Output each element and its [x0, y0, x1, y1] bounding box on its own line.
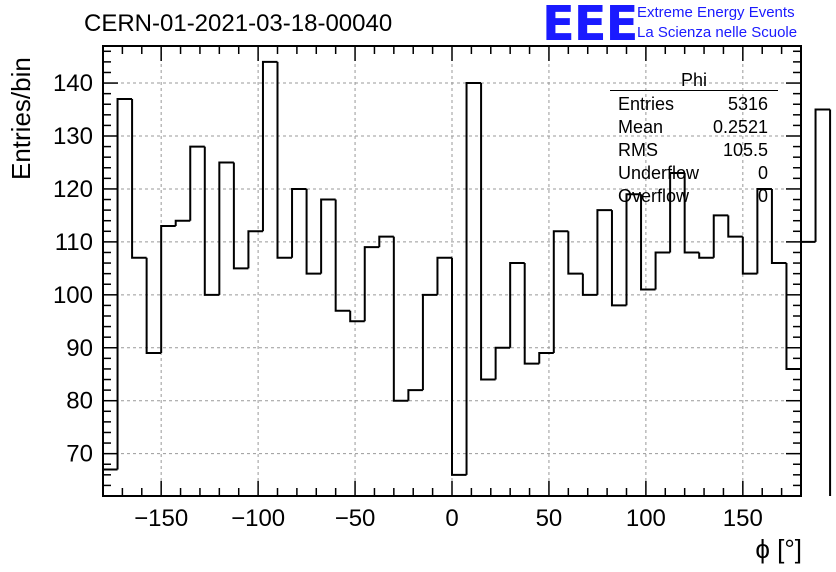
x-tick-label: −100 [231, 505, 285, 532]
y-tick-label: 90 [66, 335, 93, 362]
histogram-bin [160, 225, 176, 354]
histogram-bin [131, 98, 147, 259]
histogram-bin [494, 346, 511, 380]
histogram-bin [232, 162, 249, 270]
histogram-bin [203, 146, 220, 296]
stats-value: 105.5 [722, 140, 768, 160]
histogram-bin [509, 262, 525, 348]
histogram-bin [640, 194, 656, 291]
y-tick-label: 140 [53, 70, 93, 97]
x-axis-label: ϕ [°] [755, 534, 802, 564]
x-tick-label: 100 [626, 505, 666, 532]
stats-row-mean: Mean 0.2521 [610, 116, 778, 139]
histogram-bin [189, 145, 205, 221]
histogram-bin [581, 273, 598, 296]
x-tick-label: 50 [536, 505, 563, 532]
histogram-bin [552, 230, 569, 354]
y-tick-label: 110 [55, 229, 93, 256]
histogram-bin [407, 389, 423, 401]
x-tick-label: −150 [134, 505, 188, 532]
stats-label: Entries [618, 94, 675, 114]
histogram-bin [451, 257, 467, 476]
histogram-bin [698, 252, 714, 259]
eee-logo: EEE [542, 0, 638, 52]
histogram-bin [218, 161, 234, 295]
stats-row-entries: Entries 5316 [610, 93, 778, 116]
histogram-bin [625, 193, 642, 306]
histogram-bin [741, 236, 758, 275]
histogram-bin [770, 188, 787, 265]
stats-row-rms: RMS 105.5 [610, 139, 778, 162]
x-tick-label: −50 [335, 505, 376, 532]
axis-ticks [102, 46, 802, 496]
histogram-bin [727, 215, 743, 238]
histogram-bin [378, 235, 394, 248]
histogram-bin [421, 293, 438, 391]
stats-value: 0 [757, 163, 768, 183]
histogram-bin [712, 214, 729, 258]
logo-subtitle-1: Extreme Energy Events [637, 4, 795, 21]
y-tick-label: 80 [66, 388, 93, 415]
histogram-bin [800, 240, 816, 369]
histogram-bin [567, 231, 583, 275]
histogram-bin [363, 246, 380, 322]
stats-label: Underflow [618, 163, 700, 183]
y-tick-label: 130 [53, 123, 93, 150]
histogram-bin [320, 198, 336, 274]
histogram-bin [480, 83, 496, 381]
tick-labels: −150 −100 −50 0 50 100 150 70 80 90 100 110 120 130 14… [53, 70, 763, 532]
histogram-bin [465, 82, 482, 475]
histogram-bin [305, 188, 322, 275]
histogram-bin [683, 173, 700, 254]
histogram-bin [116, 97, 133, 470]
histogram-bin [538, 352, 554, 364]
histogram-bin [669, 172, 685, 253]
stats-label: Mean [618, 117, 664, 137]
y-tick-label: 100 [53, 282, 93, 309]
x-tick-label: 0 [445, 505, 458, 532]
stats-row-overflow: Overflow 0 [610, 185, 778, 208]
stats-row-underflow: Underflow 0 [610, 162, 778, 185]
histogram-bin [596, 209, 612, 295]
stats-value: 0 [757, 186, 768, 206]
histogram-bin [102, 468, 118, 496]
histogram-bin [610, 210, 627, 307]
histogram-bin [436, 256, 452, 295]
stats-label: Overflow [618, 186, 690, 206]
histogram-bin [261, 60, 278, 232]
y-axis-label: Entries/bin [6, 57, 36, 180]
histogram-bin [349, 310, 365, 323]
stats-value: 5316 [727, 94, 768, 114]
chart-title: CERN-01-2021-03-18-00040 [84, 10, 393, 37]
x-tick-label: 150 [723, 505, 763, 532]
histogram-bin [291, 187, 307, 258]
stats-box: Phi Entries 5316 Mean 0.2521 RMS 105.5 U… [610, 70, 778, 208]
histogram-bin [145, 257, 162, 355]
logo-subtitle-2: La Scienza nelle Scuole [637, 24, 798, 41]
histogram-bin [392, 236, 409, 402]
histogram-bin [756, 187, 772, 274]
histogram-bin [174, 219, 191, 226]
histogram-bin [814, 108, 831, 242]
stats-title: Phi [610, 70, 778, 91]
histogram-bin [654, 251, 671, 290]
histogram-bin [523, 263, 540, 365]
histogram-bin [334, 199, 351, 312]
stats-label: RMS [618, 140, 658, 160]
y-tick-label: 70 [66, 441, 93, 468]
histogram-bin [276, 61, 293, 259]
stats-value: 0.2521 [712, 117, 768, 137]
histogram-bin [247, 230, 263, 269]
y-tick-label: 120 [53, 176, 93, 203]
